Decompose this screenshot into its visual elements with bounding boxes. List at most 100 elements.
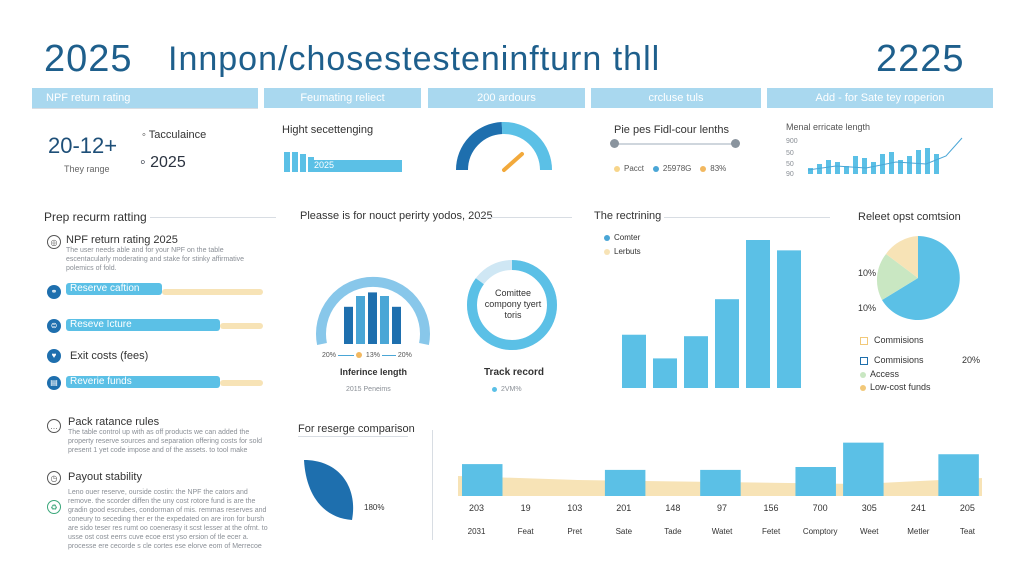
mini-chart-title: Menal erricate length	[786, 122, 871, 132]
arc-chart	[316, 276, 430, 345]
year-right: 2225	[876, 38, 965, 80]
mini-chart-bar	[898, 160, 903, 174]
bottom-bar	[938, 454, 979, 496]
gauge-fill-2	[501, 121, 553, 171]
mini-chart-bar	[871, 162, 876, 174]
leaf-shape	[304, 460, 354, 520]
high-sec-bar-label: 2025	[314, 160, 335, 170]
bottom-value-label: 305	[861, 503, 877, 513]
arc-ring	[316, 276, 430, 345]
track-desc: The table control up with as off product…	[68, 429, 263, 454]
track-donut-center: Comittee compony tyert toris	[484, 288, 542, 320]
pie-title: Releet opst comtsion	[858, 211, 961, 223]
slider-legend-dot-2	[652, 165, 659, 172]
bottom-categories-row: 2031 Feat Pret Sate Tade Watet Fetet Comptory We…	[452, 527, 992, 539]
high-sec-bar-4	[308, 157, 314, 172]
bottom-category-label: Comptory	[802, 527, 838, 536]
npf-icon: ◎	[47, 235, 61, 249]
bottom-value-label: 97	[716, 503, 727, 513]
arc-label: Inferince length	[340, 367, 408, 377]
mini-chart-bar	[934, 154, 939, 174]
exit-costs-label: Exit costs (fees)	[70, 350, 149, 362]
pie-slice-commisions	[876, 254, 918, 300]
bottom-category-label: Teat	[959, 527, 975, 536]
left-panel-title: Prep recurm ratting	[44, 210, 147, 224]
bottom-category-label: Tade	[664, 527, 682, 536]
slider-title: Pie pes Fidl-cour lenths	[614, 124, 729, 136]
tab-crcluse[interactable]: crcluse tuls	[591, 88, 761, 108]
bottom-category-label: Sate	[615, 527, 633, 536]
year-left: 2025	[44, 38, 133, 80]
bottom-donut-label: 180%	[364, 503, 385, 512]
right-bar-chart	[622, 240, 801, 388]
pie-legend-4: Low-cost funds	[860, 382, 931, 392]
pie-label-2: 10%	[858, 303, 877, 313]
mini-chart-bar	[835, 162, 840, 174]
mini-chart-bar	[844, 166, 849, 174]
kpi-item-1: ◦ Tacculaince	[142, 129, 207, 141]
bottom-value-label: 19	[520, 503, 531, 513]
bottom-value-label: 205	[959, 503, 975, 513]
bottom-bar	[462, 464, 503, 496]
bottom-value-label: 700	[812, 503, 828, 513]
pie-legend-3: Access	[860, 369, 899, 379]
pie-legend-2-value: 20%	[962, 355, 981, 365]
bottom-category-label: Feat	[517, 527, 534, 536]
tab-npf-return[interactable]: NPF return rating	[32, 88, 258, 108]
arc-chart-bar	[368, 292, 377, 344]
bottom-value-label: 156	[763, 503, 779, 513]
right-chart-title: The rectrining	[594, 210, 662, 222]
reserve-caftion-bar: Reserve caftion	[66, 283, 162, 295]
mini-chart-bar	[907, 156, 912, 174]
reverie-funds-bar: Reverie funds	[66, 376, 220, 388]
tab-feumating[interactable]: Feumating reliect	[264, 88, 421, 108]
pie-slice-main	[882, 236, 960, 320]
payout-desc: Leno ouer reserve, ourside costin: the N…	[68, 489, 268, 550]
track-donut-fill	[467, 260, 557, 350]
clock-icon: ◷	[47, 471, 61, 485]
bottom-category-label: Fetet	[761, 527, 781, 536]
payout-title: Payout stability	[68, 471, 142, 483]
arc-chart-bar	[380, 296, 389, 344]
mini-chart	[807, 137, 963, 174]
bottom-category-label: 2031	[467, 527, 486, 536]
mini-chart-bar	[862, 158, 867, 174]
middle-panel-title: Pleasse is for nouct perirty yodos, 2025	[300, 210, 493, 222]
page-title: Innpon/chosestesteninfturn thll	[168, 40, 661, 78]
bottom-category-label: Weet	[859, 527, 879, 536]
track-label: Track record	[484, 367, 545, 378]
high-sec-bar-3	[300, 154, 306, 172]
arc-chart-bar	[344, 306, 353, 344]
arc-chart-bar	[392, 306, 401, 344]
bottom-category-label: Metler	[907, 527, 930, 536]
kpi-value: 20-12+	[48, 133, 118, 158]
high-sec-chart	[284, 152, 402, 172]
wallet-icon: ▤	[47, 376, 61, 390]
slider-handle-left[interactable]	[610, 139, 619, 148]
bottom-value-label: 148	[665, 503, 681, 513]
link-icon: ⚭	[47, 285, 61, 299]
tab-add-sate[interactable]: Add - for Sate tey roperion	[767, 88, 993, 108]
pie-legend-2: Commisions	[860, 355, 924, 365]
pie-slice-low-cost	[886, 236, 918, 278]
high-sec-bar-1	[284, 152, 290, 172]
bottom-bar	[843, 442, 884, 496]
bottom-bar	[604, 469, 646, 496]
mini-tick-4: 90	[786, 171, 794, 178]
mini-chart-bar	[880, 154, 885, 174]
bottom-value-label: 241	[910, 503, 926, 513]
gauge-fill	[455, 122, 503, 171]
arc-chart-bar	[356, 296, 365, 344]
bottom-category-label: Pret	[567, 527, 583, 536]
right-chart-bar	[684, 336, 708, 388]
mini-chart-bar	[853, 156, 858, 174]
stack-icon: ⊜	[47, 319, 61, 333]
gauge-needle	[502, 152, 524, 172]
mini-chart-bar	[925, 148, 930, 174]
right-chart-bar	[777, 250, 801, 388]
mini-chart-trend	[807, 137, 963, 171]
bottom-value-label: 201	[616, 503, 632, 513]
slider-handle-right[interactable]	[731, 139, 740, 148]
recycle-icon: ♻	[47, 500, 61, 514]
tab-ardours[interactable]: 200 ardours	[428, 88, 585, 108]
